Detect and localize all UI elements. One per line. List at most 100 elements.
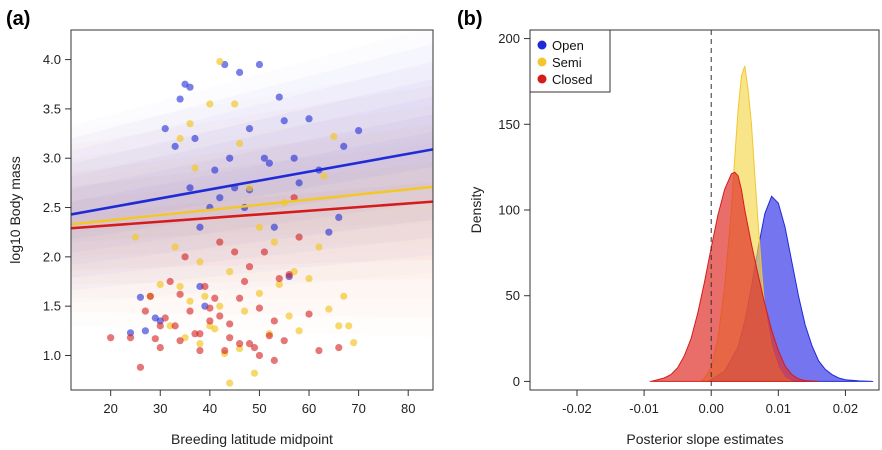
x-tick-label: -0.01 (629, 401, 659, 416)
scatter-point-open (176, 95, 184, 103)
x-tick-label: 0.01 (766, 401, 791, 416)
y-tick-label: 200 (498, 31, 520, 46)
scatter-point-closed (216, 238, 224, 246)
scatter-point-open (136, 293, 145, 301)
scatter-point-open (290, 154, 298, 162)
legend-marker-semi (537, 57, 547, 67)
scatter-point-semi (305, 274, 313, 283)
scatter-point-semi (176, 134, 184, 143)
scatter-point-closed (285, 271, 293, 279)
posterior-ribbon-open-strip (71, 43, 433, 152)
panel-a-y-ticks: 1.0 1.5 2.0 2.5 3.0 3.5 4.0 (43, 52, 71, 363)
scatter-point-semi (156, 280, 164, 289)
posterior-ribbon-open-strip (71, 96, 433, 190)
scatter-point-closed (270, 317, 278, 325)
posterior-ribbon-semi-strip (71, 125, 433, 189)
scatter-point-closed (216, 312, 224, 320)
scatter-point-closed (270, 356, 278, 365)
scatter-point-closed (226, 334, 234, 342)
panel-b-y-ticks: 0 50 100 150 200 (498, 31, 530, 389)
y-tick-label: 1.5 (43, 299, 61, 314)
scatter-point-open (161, 125, 169, 133)
x-tick-label: 60 (302, 401, 316, 416)
posterior-ribbon-semi-strip (71, 199, 433, 243)
scatter-point-closed (201, 282, 209, 291)
scatter-point-semi (206, 100, 214, 108)
scatter-point-closed (181, 253, 189, 261)
y-tick-label: 150 (498, 117, 520, 132)
scatter-point-closed (211, 294, 219, 302)
panel-b-label: (b) (457, 8, 483, 30)
panel-a-y-axis-title: log10 Body mass (7, 156, 23, 263)
scatter-point-closed (335, 343, 343, 352)
panel-a-x-ticks: 20 30 40 50 60 70 80 (103, 390, 415, 416)
scatter-point-open (191, 134, 199, 143)
scatter-point-open (216, 194, 224, 202)
legend-marker-open (537, 40, 547, 50)
x-tick-label: 80 (401, 401, 415, 416)
scatter-point-open (126, 329, 135, 337)
scatter-point-open (280, 117, 288, 125)
scatter-point-semi (236, 139, 244, 148)
scatter-point-closed (260, 248, 268, 256)
fit-line-closed (71, 200, 433, 230)
panel-b-x-ticks: -0.02 -0.01 0.00 0.01 0.02 (562, 390, 858, 416)
scatter-point-semi (131, 233, 140, 241)
scatter-point-semi (216, 57, 224, 66)
x-tick-label: -0.02 (562, 401, 592, 416)
scatter-point-open (265, 159, 273, 167)
scatter-point-closed (236, 340, 244, 348)
scatter-point-closed (245, 340, 254, 348)
scatter-point-semi (191, 164, 199, 172)
scatter-point-closed (176, 290, 184, 298)
x-tick-label: 70 (351, 401, 365, 416)
scatter-point-closed (231, 248, 239, 256)
scatter-point-closed (255, 351, 264, 360)
scatter-point-open (335, 213, 343, 221)
x-tick-label: 40 (203, 401, 217, 416)
y-tick-label: 0 (513, 374, 520, 389)
scatter-point-closed (245, 263, 254, 271)
y-tick-label: 50 (506, 288, 520, 303)
fit-lines-layer (71, 148, 433, 230)
scatter-point-semi (270, 238, 278, 246)
posterior-ribbon-semi-strip (71, 236, 433, 269)
scatter-point-closed (275, 274, 283, 283)
x-tick-label: 50 (252, 401, 266, 416)
panel-b-y-axis-title: Density (468, 187, 484, 234)
scatter-point-open (171, 142, 179, 150)
scatter-point-closed (196, 330, 204, 338)
scatter-point-semi (250, 369, 259, 377)
scatter-point-closed (315, 346, 323, 355)
scatter-point-closed (176, 337, 184, 345)
posterior-ribbon-open-strip (71, 202, 433, 266)
panel-b-x-axis-title: Posterior slope estimates (626, 431, 783, 447)
scatter-point-semi (255, 223, 264, 231)
legend-label-semi: Semi (552, 55, 582, 70)
panel-a: (a) 20 30 40 50 60 70 80 1.01.52.02.53 (6, 8, 434, 447)
scatter-point-open (325, 228, 333, 236)
scatter-point-open (236, 68, 244, 77)
x-tick-label: 0.02 (833, 401, 858, 416)
scatter-point-semi (196, 340, 204, 348)
y-tick-label: 2.0 (43, 249, 61, 264)
x-tick-label: 0.00 (699, 401, 724, 416)
legend-marker-closed (537, 74, 547, 84)
posterior-ribbon-open-strip (71, 114, 433, 202)
posterior-ribbon-closed-strip (71, 104, 433, 173)
scatter-point-open (196, 282, 204, 291)
scatter-point-closed (151, 335, 159, 343)
y-tick-label: 2.5 (43, 200, 61, 215)
scatter-point-closed (206, 317, 214, 325)
posterior-ribbon-open-strip (71, 131, 433, 215)
scatter-point-closed (240, 277, 249, 286)
scatter-point-closed (186, 307, 194, 315)
scatter-point-open (355, 127, 363, 135)
scatter-point-closed (226, 320, 234, 328)
scatter-point-open (255, 60, 264, 69)
posterior-ribbon-semi-strip (71, 174, 433, 225)
scatter-points-layer (107, 57, 363, 387)
scatter-point-closed (280, 337, 288, 345)
scatter-point-open (295, 179, 303, 187)
scatter-point-semi (240, 307, 249, 315)
